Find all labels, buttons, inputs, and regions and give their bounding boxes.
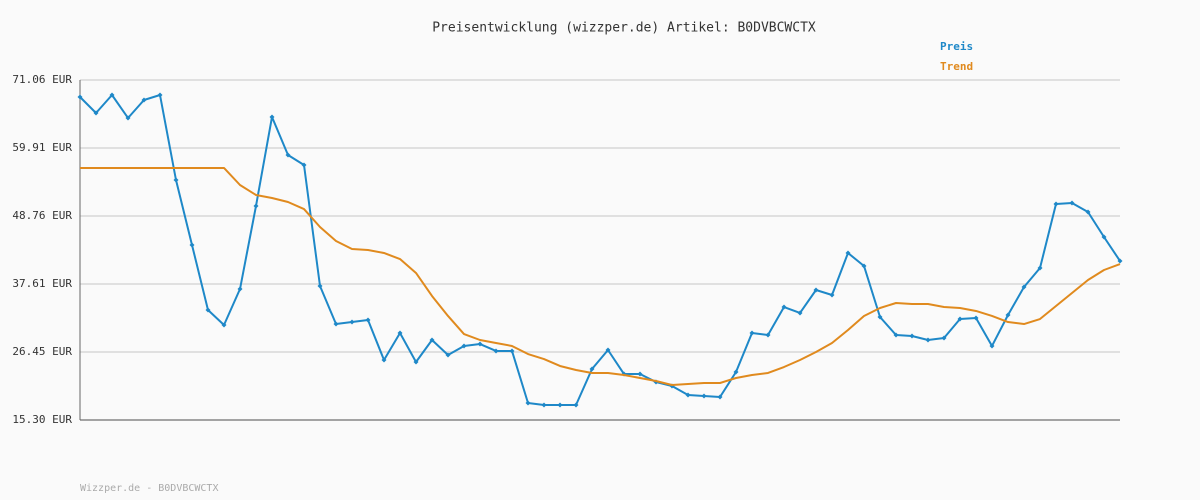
line bbox=[80, 166, 1121, 386]
point bbox=[797, 310, 803, 316]
chart-title: Preisentwicklung (wizzper.de) Artikel: B… bbox=[432, 21, 816, 36]
point bbox=[1037, 265, 1043, 271]
y-tick-label: 37.61 EUR bbox=[12, 277, 72, 290]
point bbox=[285, 152, 291, 158]
point bbox=[349, 319, 355, 325]
point bbox=[93, 110, 99, 116]
point bbox=[205, 307, 211, 313]
point bbox=[157, 92, 163, 98]
point bbox=[989, 343, 995, 349]
point bbox=[813, 287, 819, 293]
point bbox=[413, 359, 419, 365]
point bbox=[541, 402, 547, 408]
point bbox=[477, 341, 483, 347]
legend-entry: Preis bbox=[940, 40, 973, 53]
point bbox=[317, 283, 323, 289]
point bbox=[1005, 312, 1011, 318]
point bbox=[1085, 209, 1091, 215]
point bbox=[269, 114, 275, 120]
point bbox=[1117, 258, 1123, 264]
y-tick-label: 48.76 EUR bbox=[12, 209, 72, 222]
point bbox=[493, 348, 499, 354]
point bbox=[397, 330, 403, 336]
point bbox=[973, 315, 979, 321]
point bbox=[557, 402, 563, 408]
point bbox=[381, 357, 387, 363]
point bbox=[605, 347, 611, 353]
point bbox=[589, 366, 595, 372]
point bbox=[861, 263, 867, 269]
line bbox=[79, 94, 1121, 406]
point bbox=[877, 314, 883, 320]
point bbox=[893, 332, 899, 338]
point bbox=[909, 333, 915, 339]
y-tick-label: 59.91 EUR bbox=[12, 141, 72, 154]
point bbox=[333, 321, 339, 327]
point bbox=[1053, 201, 1059, 207]
point bbox=[525, 400, 531, 406]
point bbox=[1021, 284, 1027, 290]
point bbox=[1069, 200, 1075, 206]
footer: Wizzper.de - B0DVBCWCTX bbox=[80, 483, 218, 494]
point bbox=[781, 304, 787, 310]
point bbox=[221, 322, 227, 328]
point bbox=[829, 292, 835, 298]
point bbox=[109, 92, 115, 98]
point bbox=[957, 316, 963, 322]
point bbox=[733, 369, 739, 375]
point bbox=[1101, 234, 1107, 240]
point bbox=[749, 330, 755, 336]
point bbox=[765, 332, 771, 338]
point bbox=[573, 402, 579, 408]
point bbox=[429, 337, 435, 343]
point bbox=[941, 335, 947, 341]
legend-entry: Trend bbox=[940, 60, 973, 73]
point bbox=[685, 392, 691, 398]
point bbox=[701, 393, 707, 399]
point bbox=[445, 352, 451, 358]
point bbox=[141, 97, 147, 103]
point bbox=[173, 177, 179, 183]
point bbox=[237, 286, 243, 292]
point bbox=[637, 371, 643, 377]
point bbox=[189, 242, 195, 248]
point bbox=[509, 348, 515, 354]
point bbox=[717, 394, 723, 400]
point bbox=[461, 343, 467, 349]
y-tick-label: 15.30 EUR bbox=[12, 413, 72, 426]
point bbox=[301, 162, 307, 168]
point bbox=[845, 250, 851, 256]
y-tick-label: 71.06 EUR bbox=[12, 73, 72, 86]
y-tick-label: 26.45 EUR bbox=[12, 345, 72, 358]
point bbox=[365, 317, 371, 323]
point bbox=[125, 115, 131, 121]
point bbox=[253, 203, 259, 209]
point bbox=[925, 337, 931, 343]
point bbox=[77, 94, 83, 100]
